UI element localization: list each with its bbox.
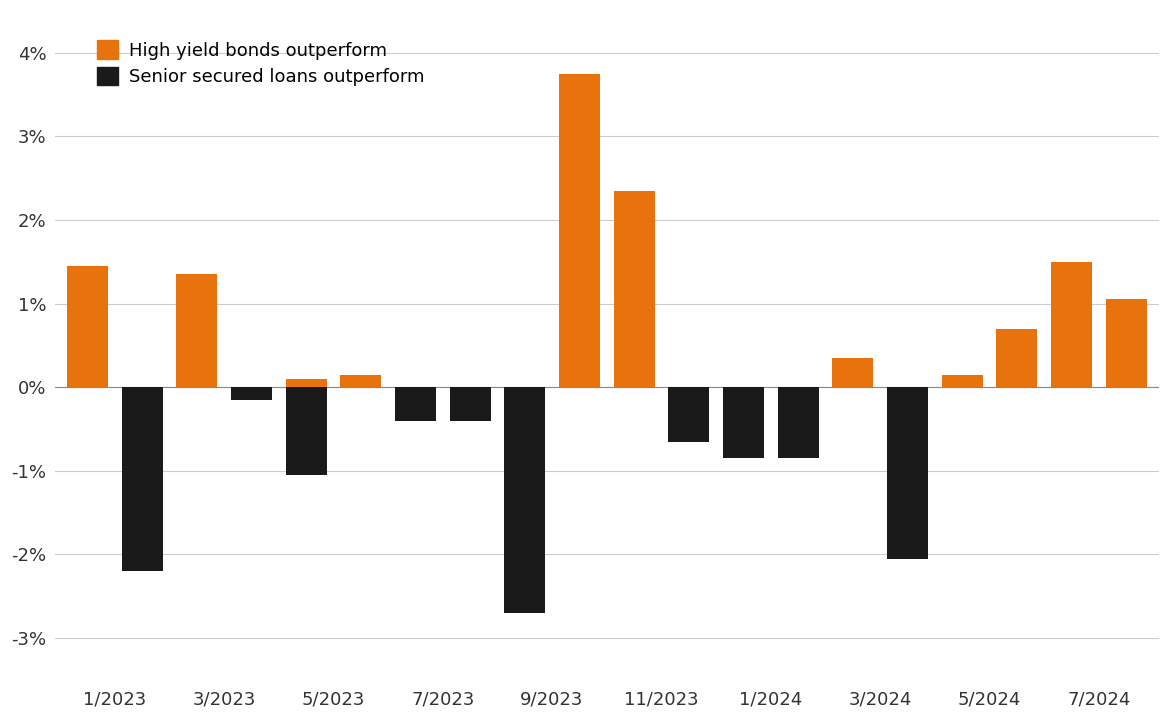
Bar bbox=[996, 329, 1038, 387]
Bar bbox=[778, 387, 819, 459]
Bar bbox=[942, 374, 983, 387]
Bar bbox=[1106, 300, 1147, 387]
Bar bbox=[285, 379, 326, 387]
Bar bbox=[67, 266, 108, 387]
Legend: High yield bonds outperform, Senior secured loans outperform: High yield bonds outperform, Senior secu… bbox=[97, 40, 425, 86]
Bar bbox=[1051, 262, 1092, 387]
Bar bbox=[340, 374, 381, 387]
Bar bbox=[723, 387, 764, 459]
Bar bbox=[285, 387, 326, 475]
Bar bbox=[395, 387, 436, 420]
Bar bbox=[832, 358, 873, 387]
Bar bbox=[668, 387, 709, 441]
Bar bbox=[504, 387, 545, 613]
Bar bbox=[177, 274, 218, 387]
Bar bbox=[230, 387, 271, 400]
Bar bbox=[559, 73, 600, 387]
Bar bbox=[613, 191, 654, 387]
Bar bbox=[449, 387, 490, 420]
Bar bbox=[122, 387, 163, 571]
Bar bbox=[887, 387, 928, 559]
